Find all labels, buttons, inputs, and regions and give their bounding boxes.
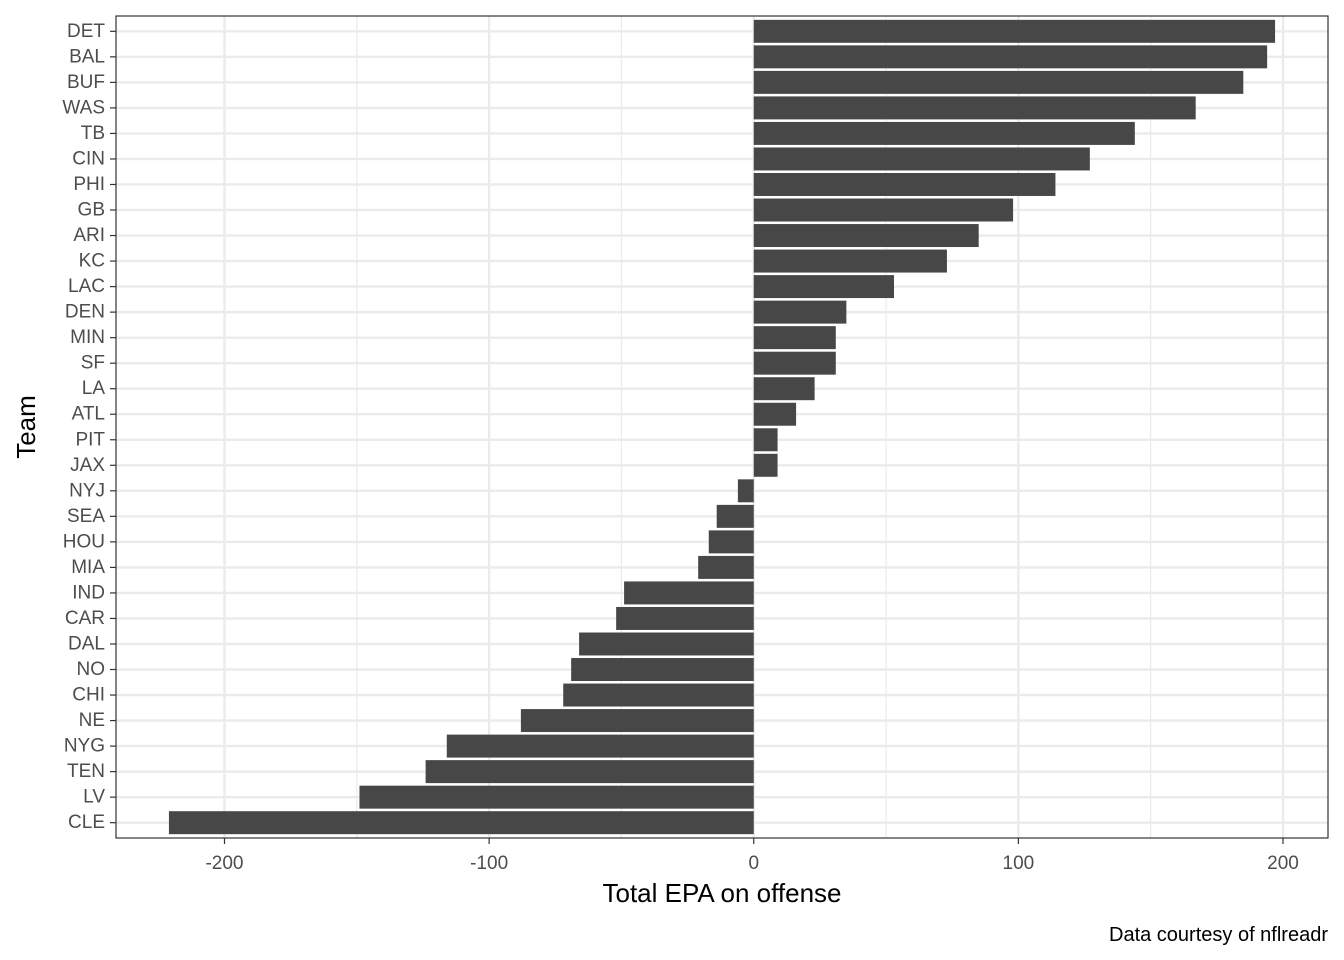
bar-lv xyxy=(359,785,754,809)
x-tick-label: -200 xyxy=(205,853,243,874)
bar-phi xyxy=(753,172,1056,196)
y-tick-label: PIT xyxy=(75,429,105,450)
y-tick-label: ARI xyxy=(73,225,105,246)
bar-tb xyxy=(753,121,1135,145)
bar-atl xyxy=(753,402,797,426)
bar-dal xyxy=(579,632,754,656)
bars xyxy=(168,19,1276,835)
bar-ne xyxy=(520,709,754,733)
y-tick-label: IND xyxy=(72,582,105,603)
bar-nyj xyxy=(737,479,754,503)
y-tick-label: WAS xyxy=(62,97,105,118)
bar-nyg xyxy=(446,734,754,758)
bar-sea xyxy=(716,504,754,528)
bar-min xyxy=(753,326,836,350)
bar-ten xyxy=(425,760,754,784)
y-tick-label: NYJ xyxy=(69,480,105,501)
y-tick-label: CIN xyxy=(72,148,105,169)
plot-border xyxy=(115,15,1329,839)
y-tick-label: LA xyxy=(82,378,106,399)
y-tick-label: ATL xyxy=(72,404,105,425)
y-tick-label: DAL xyxy=(68,633,105,654)
bar-hou xyxy=(708,530,754,554)
y-tick-label: LV xyxy=(83,787,105,808)
y-tick-label: SEA xyxy=(67,506,105,527)
bar-was xyxy=(753,96,1196,120)
bar-cle xyxy=(168,811,754,835)
y-tick-label: BAL xyxy=(69,46,105,67)
bar-bal xyxy=(753,45,1268,69)
y-tick-label: CLE xyxy=(68,812,105,833)
bar-pit xyxy=(753,428,778,452)
y-tick-label: SF xyxy=(81,353,105,374)
bar-chi xyxy=(563,683,754,707)
y-tick-label: NO xyxy=(77,659,106,680)
bar-kc xyxy=(753,249,947,273)
bar-den xyxy=(753,300,847,324)
y-tick-label: BUF xyxy=(67,72,105,93)
bar-jax xyxy=(753,453,778,477)
bar-buf xyxy=(753,70,1244,94)
y-tick-label: TB xyxy=(81,123,105,144)
bar-mia xyxy=(698,555,754,579)
y-tick-label: NYG xyxy=(64,736,105,757)
y-tick-label: PHI xyxy=(73,174,105,195)
bar-la xyxy=(753,377,815,401)
bar-no xyxy=(571,658,754,682)
y-tick-label: DET xyxy=(67,21,105,42)
x-tick-label: 200 xyxy=(1267,853,1299,874)
x-tick-label: 0 xyxy=(748,853,759,874)
x-axis: -200 -100 0 100 200 xyxy=(205,838,1299,874)
x-tick-label: 100 xyxy=(1003,853,1035,874)
y-tick-label: JAX xyxy=(70,455,105,476)
bar-lac xyxy=(753,275,895,299)
bar-car xyxy=(616,606,754,630)
x-axis-title: Total EPA on offense xyxy=(603,878,842,908)
y-tick-label: LAC xyxy=(68,276,105,297)
y-tick-label: HOU xyxy=(63,531,105,552)
y-tick-label: NE xyxy=(79,710,105,731)
bar-ari xyxy=(753,224,979,248)
y-tick-label: DEN xyxy=(65,302,105,323)
y-axis: DET BAL BUF WAS TB CIN PHI GB ARI KC LAC DEN MIN SF LA… xyxy=(62,21,116,833)
bar-cin xyxy=(753,147,1090,171)
bar-sf xyxy=(753,351,836,375)
y-tick-label: GB xyxy=(78,200,105,221)
bar-gb xyxy=(753,198,1014,222)
caption: Data courtesy of nflreadr xyxy=(1109,924,1328,946)
x-tick-label: -100 xyxy=(470,853,508,874)
y-tick-label: KC xyxy=(79,251,105,272)
y-tick-label: MIN xyxy=(70,327,105,348)
bar-ind xyxy=(624,581,754,605)
y-tick-label: MIA xyxy=(71,557,105,578)
y-tick-label: TEN xyxy=(67,761,105,782)
y-tick-label: CAR xyxy=(65,608,105,629)
bar-det xyxy=(753,19,1276,43)
y-tick-label: CHI xyxy=(72,685,105,706)
y-axis-title: Team xyxy=(11,395,41,459)
